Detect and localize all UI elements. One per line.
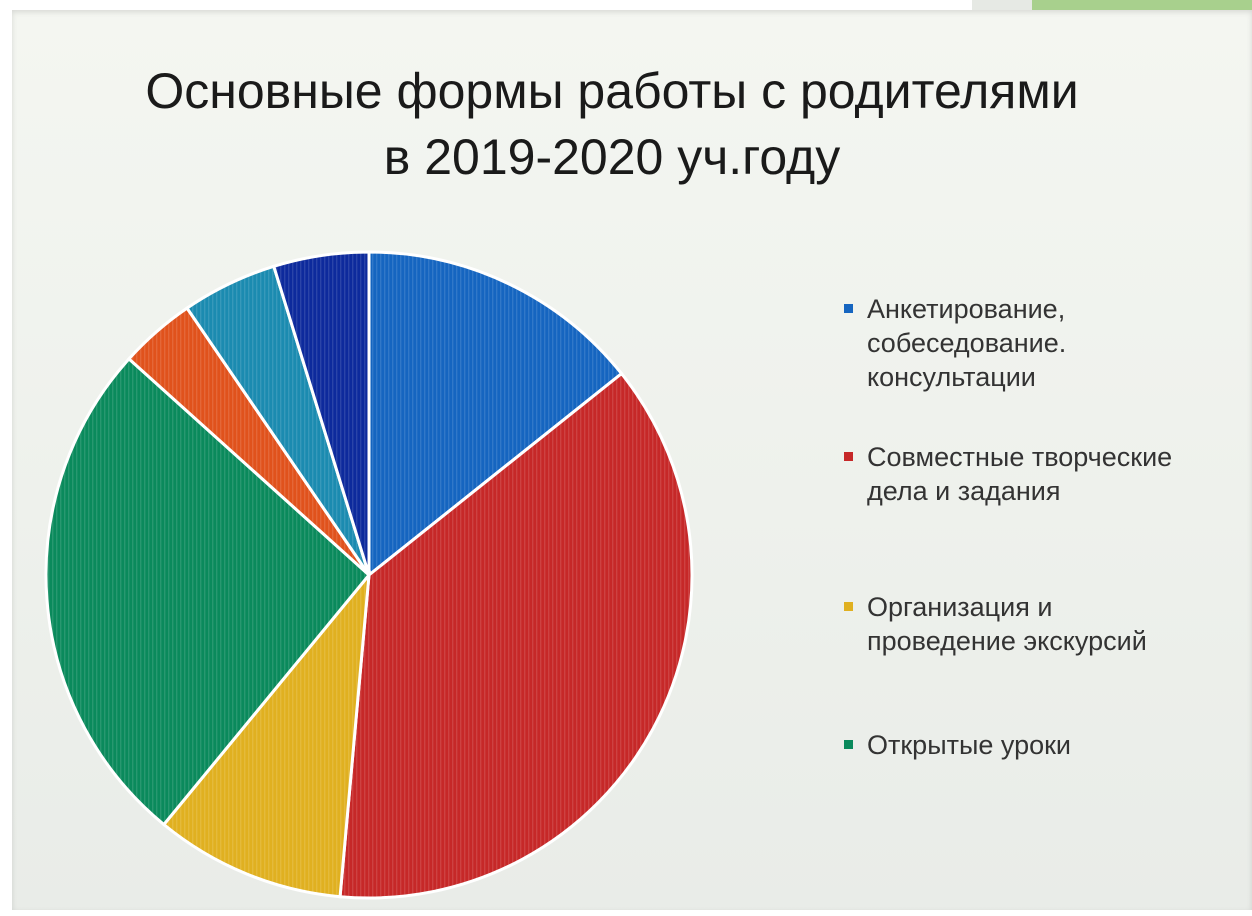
- pie-slice-texture-3: [163, 575, 369, 897]
- legend-swatch: [844, 602, 853, 611]
- legend-label: Организация и проведение экскурсий: [867, 592, 1147, 656]
- pie-slice-texture-2: [340, 373, 692, 898]
- legend-swatch: [844, 740, 853, 749]
- pie-slice-texture-1: [369, 252, 622, 575]
- pie-chart: [44, 250, 694, 900]
- legend-item: Открытые уроки: [844, 728, 1252, 762]
- pie-slice-texture-7: [273, 252, 369, 575]
- legend-label: Открытые уроки: [867, 730, 1072, 760]
- legend-label: Совместные творческие дела и задания: [867, 442, 1173, 506]
- legend-swatch: [844, 304, 853, 313]
- chart-title: Основные формы работы с родителями в 201…: [42, 58, 1182, 190]
- corner-accent: [1032, 0, 1252, 10]
- corner-tab: [972, 0, 1032, 10]
- chart-title-line-2: в 2019-2020 уч.году: [383, 129, 841, 185]
- pie-slice-texture-4: [45, 358, 369, 825]
- legend-item: Анкетирование, собеседование. консультац…: [844, 292, 1252, 394]
- pie-slice-texture-5: [128, 308, 369, 575]
- legend-label: Анкетирование, собеседование. консультац…: [867, 294, 1067, 392]
- legend-item: Совместные творческие дела и задания: [844, 440, 1252, 508]
- chart-title-line-1: Основные формы работы с родителями: [145, 63, 1079, 119]
- pie-slice-texture-6: [187, 266, 369, 575]
- legend-item: Организация и проведение экскурсий: [844, 590, 1252, 658]
- slide: Основные формы работы с родителями в 201…: [12, 10, 1252, 910]
- legend-swatch: [844, 452, 853, 461]
